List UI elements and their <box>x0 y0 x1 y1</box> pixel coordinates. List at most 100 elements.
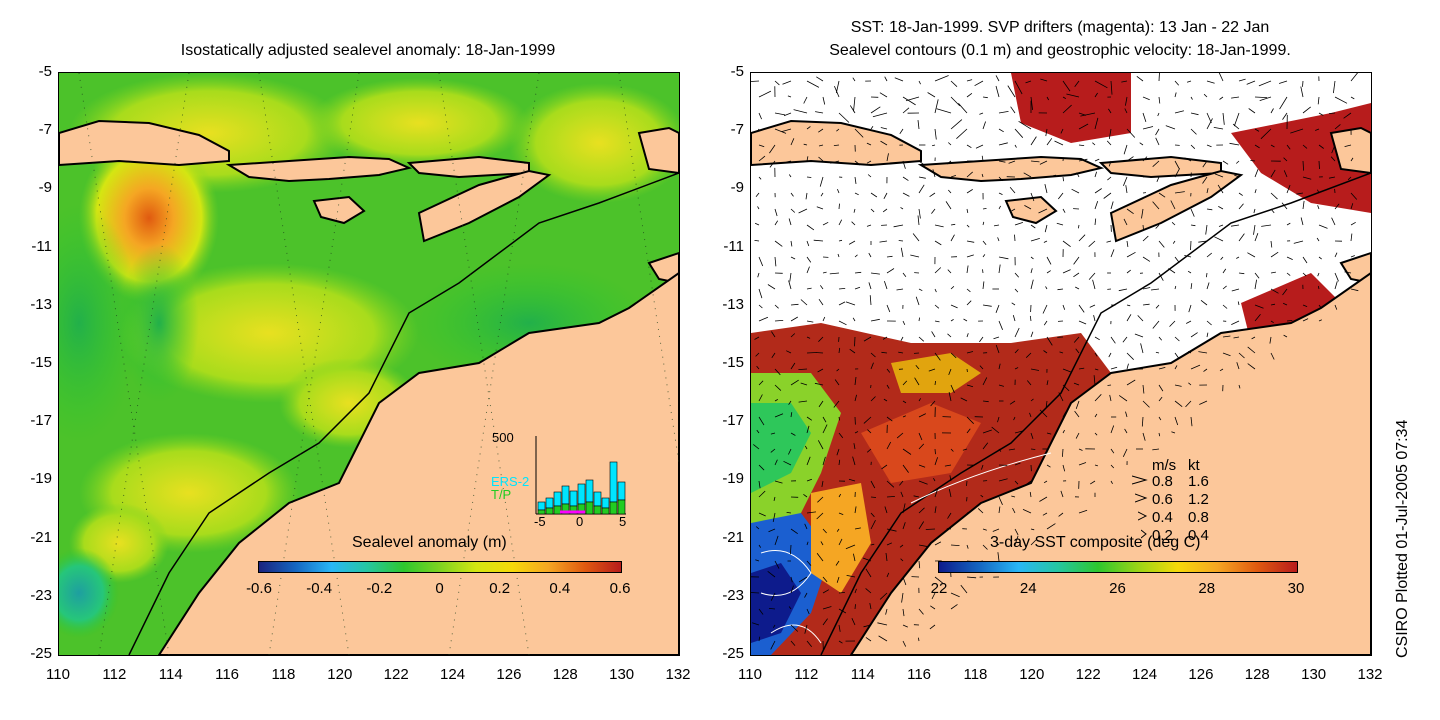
velocity-arrow <box>1283 334 1288 338</box>
velocity-arrow <box>790 208 796 213</box>
velocity-arrow <box>1190 144 1196 149</box>
right-map-plot[interactable] <box>750 72 1372 656</box>
velocity-arrow <box>900 207 904 210</box>
velocity-arrow <box>1254 314 1261 322</box>
right-xtick: 128 <box>1244 666 1270 683</box>
velocity-arrow <box>838 416 840 421</box>
velocity-arrow <box>755 352 760 357</box>
velocity-arrow <box>1186 320 1192 324</box>
velocity-arrow <box>1205 224 1208 235</box>
velocity-arrow <box>786 350 792 354</box>
left-xtick: 116 <box>215 666 240 683</box>
velocity-arrow <box>1206 80 1215 84</box>
velocity-arrow <box>816 512 824 520</box>
velocity-arrow <box>782 80 792 85</box>
left-map-canvas <box>59 73 679 655</box>
velocity-arrow <box>1334 252 1338 258</box>
velocity-arrow <box>1073 256 1080 265</box>
velocity-arrow <box>870 496 877 498</box>
velocity-arrow <box>822 416 827 423</box>
velocity-arrow <box>1270 144 1275 148</box>
velocity-arrow <box>886 304 891 313</box>
left-map-plot[interactable] <box>58 72 680 656</box>
velocity-arrow <box>933 478 936 482</box>
inset-bar-ers2 <box>561 485 570 505</box>
velocity-arrow <box>870 362 874 370</box>
velocity-arrow <box>1158 73 1160 82</box>
velocity-arrow <box>1046 464 1051 468</box>
velocity-arrow <box>1134 333 1144 338</box>
right-colorbar-tick: 24 <box>1019 580 1037 597</box>
velocity-arrow <box>846 575 856 578</box>
velocity-arrow <box>1253 208 1256 214</box>
velocity-arrow <box>758 480 761 489</box>
velocity-arrow <box>1254 304 1264 309</box>
velocity-arrow <box>880 140 888 146</box>
velocity-arrow <box>1247 346 1256 354</box>
velocity-arrow <box>822 424 828 434</box>
velocity-arrow <box>1089 304 1096 308</box>
velocity-arrow <box>854 160 861 166</box>
velocity-arrow <box>1350 288 1359 292</box>
velocity-arrow <box>1125 411 1128 418</box>
velocity-arrow <box>800 382 808 386</box>
velocity-arrow <box>1023 172 1032 178</box>
velocity-arrow <box>1278 80 1288 84</box>
velocity-arrow <box>950 80 958 87</box>
velocity-arrow <box>806 416 813 421</box>
velocity-arrow <box>870 480 876 489</box>
velocity-arrow <box>1206 188 1209 194</box>
velocity-arrow <box>1238 272 1245 275</box>
velocity-arrow <box>1092 279 1096 290</box>
velocity-arrow <box>1046 138 1053 146</box>
inset-bar-ers2 <box>553 491 562 507</box>
velocity-arrow <box>1029 491 1032 498</box>
velocity-arrow <box>758 464 765 471</box>
velocity-arrow <box>1350 203 1354 210</box>
velocity-arrow <box>886 384 890 389</box>
velocity-arrow <box>898 351 904 354</box>
left-colorbar-tick: 0.2 <box>489 580 511 597</box>
velocity-arrow <box>849 348 856 354</box>
velocity-arrow <box>774 220 779 226</box>
velocity-arrow <box>1190 283 1193 290</box>
velocity-arrow <box>1247 252 1256 258</box>
velocity-arrow <box>982 281 985 290</box>
velocity-arrow <box>1302 144 1308 149</box>
velocity-arrow <box>838 320 847 326</box>
velocity-arrow <box>1302 304 1308 307</box>
velocity-arrow <box>966 511 972 514</box>
velocity-arrow <box>1108 108 1112 114</box>
velocity-arrow <box>1158 240 1165 248</box>
velocity-arrow <box>998 384 1005 387</box>
velocity-arrow <box>918 176 926 179</box>
inset-bar-tp <box>553 505 562 515</box>
velocity-arrow <box>758 90 772 98</box>
velocity-arrow <box>918 80 921 85</box>
velocity-arrow <box>1334 96 1348 104</box>
velocity-arrow <box>1202 160 1208 168</box>
velocity-arrow <box>1155 351 1160 354</box>
velocity-arrow <box>790 432 796 436</box>
velocity-arrow <box>774 80 780 86</box>
velocity-arrow <box>806 560 812 566</box>
velocity-arrow <box>1218 73 1224 82</box>
velocity-arrow <box>1094 117 1099 130</box>
right-xtick: 126 <box>1188 666 1214 683</box>
velocity-arrow <box>1232 123 1240 130</box>
velocity-arrow <box>1007 85 1016 98</box>
velocity-arrow <box>1334 304 1338 310</box>
velocity-arrow <box>950 96 961 107</box>
velocity-arrow <box>848 240 856 245</box>
velocity-arrow <box>774 384 782 391</box>
velocity-arrow <box>774 413 784 418</box>
velocity-arrow <box>1206 252 1213 258</box>
velocity-arrow <box>981 173 984 178</box>
velocity-arrow <box>966 79 973 82</box>
legend-speed-kt: 1.2 <box>1188 491 1209 508</box>
velocity-arrow <box>949 475 952 482</box>
velocity-arrow <box>1010 106 1016 114</box>
velocity-arrow <box>1190 364 1201 370</box>
velocity-arrow <box>1350 233 1353 242</box>
velocity-arrow <box>902 522 906 530</box>
